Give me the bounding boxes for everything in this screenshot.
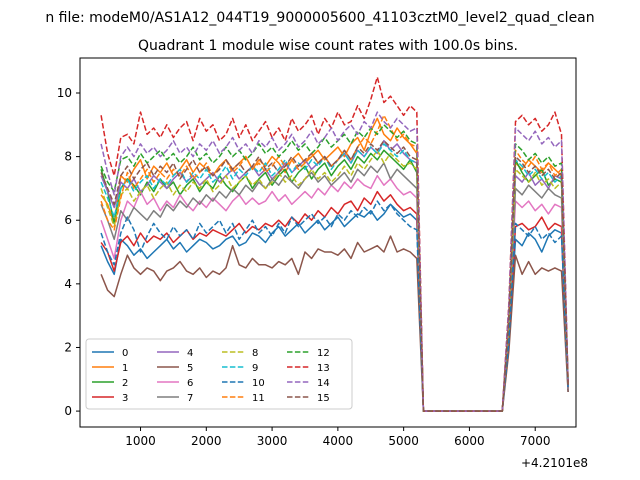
y-tick-label: 2 bbox=[64, 340, 72, 354]
y-axis: 0 2 4 6 8 10 bbox=[57, 86, 80, 418]
series-line-15 bbox=[100, 139, 569, 412]
series-layer bbox=[100, 76, 569, 412]
x-tick-label: 7000 bbox=[520, 434, 551, 448]
legend-label-4: 4 bbox=[187, 348, 193, 359]
legend-label-3: 3 bbox=[122, 393, 128, 404]
legend-label-7: 7 bbox=[187, 393, 193, 404]
legend-label-6: 6 bbox=[187, 378, 193, 389]
legend-label-14: 14 bbox=[317, 378, 330, 389]
legend-label-11: 11 bbox=[252, 393, 265, 404]
series-line-10 bbox=[100, 200, 569, 412]
legend-box bbox=[85, 338, 353, 410]
series-line-9 bbox=[100, 143, 569, 412]
y-tick-label: 6 bbox=[64, 213, 72, 227]
legend-label-10: 10 bbox=[252, 378, 265, 389]
y-tick-label: 8 bbox=[64, 150, 72, 164]
legend-label-9: 9 bbox=[252, 363, 258, 374]
figure-suptitle: n file: modeM0/AS1A12_044T19_9000005600_… bbox=[45, 10, 594, 26]
x-tick-label: 2000 bbox=[191, 434, 222, 448]
legend-label-1: 1 bbox=[122, 363, 128, 374]
x-tick-label: 3000 bbox=[257, 434, 288, 448]
x-axis-offset-label: +4.2101e8 bbox=[521, 456, 588, 470]
legend-label-13: 13 bbox=[317, 363, 330, 374]
y-tick-label: 0 bbox=[64, 404, 72, 418]
legend-label-2: 2 bbox=[122, 378, 128, 389]
series-line-14 bbox=[100, 111, 569, 412]
legend-label-15: 15 bbox=[317, 393, 330, 404]
x-tick-label: 6000 bbox=[454, 434, 485, 448]
x-tick-label: 5000 bbox=[388, 434, 419, 448]
axes-frame bbox=[79, 57, 577, 428]
legend-label-8: 8 bbox=[252, 348, 258, 359]
legend-label-0: 0 bbox=[122, 348, 128, 359]
x-tick-label: 1000 bbox=[125, 434, 156, 448]
legend-label-12: 12 bbox=[317, 348, 330, 359]
legend-label-5: 5 bbox=[187, 363, 193, 374]
y-tick-label: 10 bbox=[57, 86, 72, 100]
y-tick-label: 4 bbox=[64, 277, 72, 291]
x-axis: 1000 2000 3000 4000 5000 6000 7000 bbox=[125, 427, 550, 448]
x-tick-label: 4000 bbox=[323, 434, 354, 448]
chart-title: Quadrant 1 module wise count rates with … bbox=[138, 38, 518, 54]
